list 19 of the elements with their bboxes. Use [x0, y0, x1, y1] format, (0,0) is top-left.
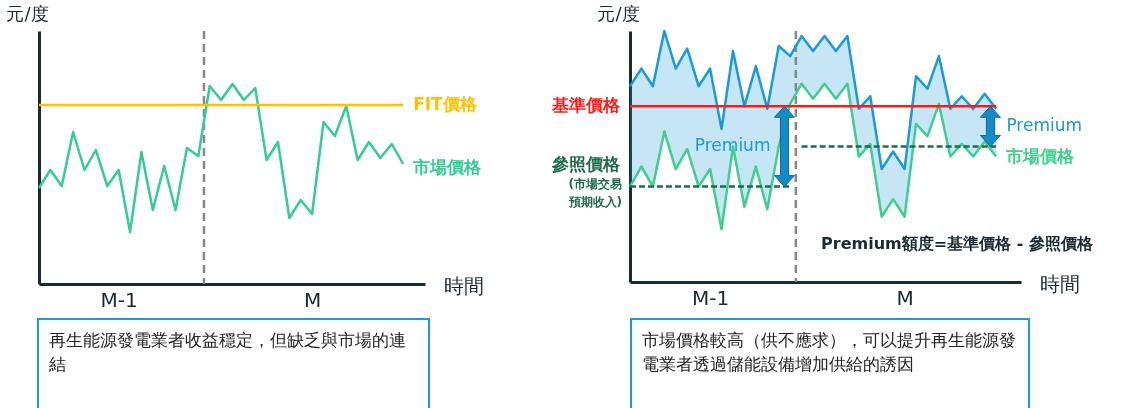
y-axis-title: 元/度 — [6, 2, 49, 24]
x-tick-label: M-1 — [100, 287, 138, 312]
series-label: 參照價格 — [551, 153, 621, 174]
text: 再生能源發電業者收益穩定，但缺乏與市場的連結 — [37, 318, 430, 408]
series-label: 基準價格 — [551, 95, 621, 116]
series-label: 市場價格 — [1005, 145, 1076, 166]
annotation: Premium額度=基準價格 - 參照價格 — [821, 234, 1094, 254]
x-tick-label: M-1 — [691, 285, 730, 310]
text: Premium — [1006, 115, 1083, 136]
series-label: 市場價格 — [412, 157, 483, 177]
x-tick-label: M — [303, 287, 322, 312]
series-label: FIT價格 — [413, 94, 478, 114]
text: (市場交易預期收入) — [567, 176, 622, 209]
text: 市場價格較高（供不應求），可以提升再生能源發電業者透過儲能設備增加供給的誘因 — [630, 318, 1030, 408]
x-axis-title: 時間 — [443, 273, 484, 298]
x-tick-label: M — [896, 285, 914, 310]
x-axis-title: 時間 — [1039, 271, 1080, 296]
annotation: Premium — [694, 135, 771, 156]
y-axis-title: 元/度 — [597, 2, 640, 24]
